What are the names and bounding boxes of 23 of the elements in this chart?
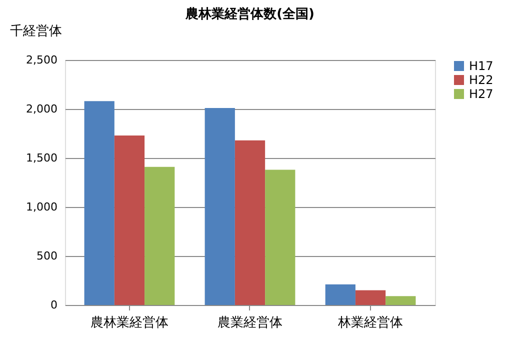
y-tick-label: 500 — [36, 250, 58, 262]
bar — [355, 290, 386, 305]
x-tick-label: 農業経営体 — [218, 316, 282, 330]
y-axis-title: 千経営体 — [10, 24, 62, 39]
legend-label: H17 — [469, 59, 494, 73]
bar — [84, 101, 114, 305]
bar — [386, 296, 416, 305]
bar — [234, 140, 266, 305]
bar — [325, 284, 356, 305]
y-tick-label: 1,000 — [26, 200, 58, 214]
bar — [265, 170, 296, 305]
bar — [144, 166, 175, 305]
y-tick-label: 1,500 — [26, 152, 58, 164]
y-tick-label: 2,000 — [26, 102, 58, 116]
bar — [204, 108, 235, 305]
legend-label: H27 — [469, 87, 494, 101]
x-tick-label: 林業経営体 — [337, 316, 404, 330]
bar — [114, 135, 145, 305]
legend-label: H22 — [469, 73, 494, 87]
x-tick-label: 農林業経営体 — [90, 316, 168, 330]
chart-title: 農林業経営体数(全国) — [184, 6, 314, 22]
y-tick-label: 0 — [50, 298, 58, 312]
y-tick-label: 2,500 — [26, 54, 58, 66]
